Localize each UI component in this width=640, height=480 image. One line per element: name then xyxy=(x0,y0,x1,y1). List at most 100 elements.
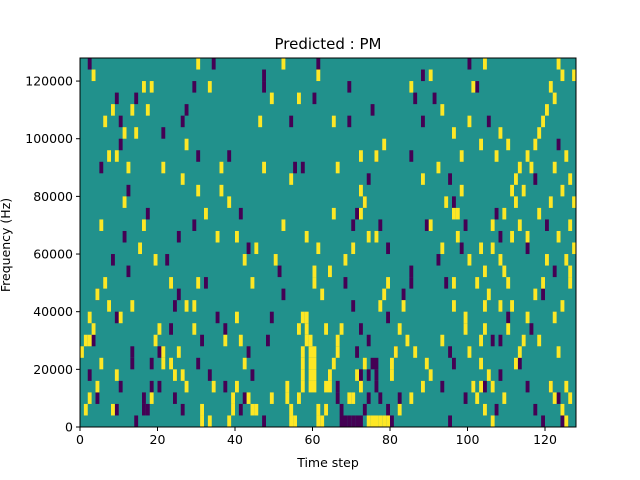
heatmap-cell-low xyxy=(452,196,456,208)
heatmap-cell-high xyxy=(436,161,441,174)
heatmap-cell-high xyxy=(568,392,573,404)
heatmap-cell-low xyxy=(142,403,146,416)
heatmap-cell-low xyxy=(316,58,321,70)
heatmap-cell-high xyxy=(467,346,472,358)
heatmap-cell-high xyxy=(498,300,503,312)
heatmap-cell-high xyxy=(273,254,278,266)
heatmap-cell-low xyxy=(421,115,425,128)
heatmap-cell-high xyxy=(382,415,387,427)
heatmap-cell-high xyxy=(242,357,247,370)
heatmap-cell-high xyxy=(479,380,483,393)
heatmap-cell-low xyxy=(386,403,390,416)
heatmap-cell-high xyxy=(560,184,565,197)
heatmap-cell-low xyxy=(486,115,491,128)
heatmap-cell-low xyxy=(556,138,561,151)
heatmap-cell-high xyxy=(99,219,104,231)
heatmap-cell-high xyxy=(126,161,131,174)
heatmap-cell-high xyxy=(533,288,538,301)
heatmap-cell-low xyxy=(506,311,511,324)
heatmap-cell-low xyxy=(339,415,344,427)
heatmap-cell-high xyxy=(83,334,88,347)
heatmap-cell-low xyxy=(114,403,119,416)
heatmap-cell-low xyxy=(161,127,166,139)
heatmap-cell-low xyxy=(525,242,530,255)
heatmap-cell-high xyxy=(235,311,239,324)
heatmap-cell-high xyxy=(285,392,290,404)
heatmap-cell-high xyxy=(196,58,201,70)
heatmap-cell-high xyxy=(207,81,212,93)
heatmap-cell-high xyxy=(335,161,340,174)
heatmap-cell-high xyxy=(483,300,487,312)
x-axis: 0 20 40 60 80 100 120 xyxy=(76,427,557,447)
heatmap-cell-high xyxy=(514,173,518,185)
heatmap-cell-low xyxy=(452,357,456,370)
heatmap-cell-low xyxy=(238,207,243,220)
heatmap-cell-high xyxy=(196,184,201,197)
heatmap-cell-low xyxy=(362,403,367,416)
heatmap-cell-high xyxy=(312,346,317,358)
heatmap-cell-high xyxy=(537,207,542,220)
heatmap-cell-high xyxy=(173,369,177,381)
heatmap-cell-low xyxy=(176,230,181,243)
heatmap-cell-high xyxy=(421,380,425,393)
heatmap-cell-high xyxy=(316,403,321,416)
heatmap-cell-high xyxy=(572,196,576,208)
heatmap-cell-high xyxy=(331,115,336,128)
heatmap-cell-low xyxy=(196,357,201,370)
heatmap-cell-high xyxy=(161,161,166,174)
heatmap-cell-high xyxy=(289,415,294,427)
heatmap-cell-high xyxy=(161,357,166,370)
heatmap-cell-high xyxy=(343,254,348,266)
heatmap-cell-high xyxy=(316,242,321,255)
heatmap-cell-high xyxy=(184,300,189,312)
heatmap-cell-low xyxy=(483,380,487,393)
heatmap-cell-high xyxy=(293,415,297,427)
heatmap-cell-high xyxy=(401,300,406,312)
heatmap-cell-high xyxy=(374,150,379,162)
heatmap-cell-high xyxy=(486,288,491,301)
heatmap-cell-high xyxy=(455,207,460,220)
heatmap-cell-high xyxy=(564,415,569,427)
heatmap-cell-high xyxy=(118,311,123,324)
heatmap-cell-low xyxy=(312,92,317,105)
x-tick-label: 0 xyxy=(76,432,84,447)
heatmap-cell-low xyxy=(192,219,197,231)
heatmap-cell-low xyxy=(463,219,468,231)
heatmap-cell-low xyxy=(118,380,123,393)
heatmap-cell-high xyxy=(254,242,259,255)
heatmap-cell-high xyxy=(351,392,356,404)
heatmap-cell-low xyxy=(130,357,135,370)
heatmap-cell-high xyxy=(300,357,305,370)
heatmap-cell-high xyxy=(463,323,468,335)
heatmap-cell-low xyxy=(91,334,96,347)
heatmap-cell-high xyxy=(204,207,208,220)
heatmap-cell-high xyxy=(304,334,309,347)
heatmap-cell-low xyxy=(366,392,371,404)
heatmap-cell-high xyxy=(103,115,108,128)
heatmap-cell-high xyxy=(300,346,305,358)
heatmap-cell-high xyxy=(207,415,212,427)
heatmap-cell-high xyxy=(483,323,487,335)
heatmap-cell-high xyxy=(235,380,239,393)
heatmap-cell-low xyxy=(246,346,251,358)
heatmap-cell-low xyxy=(448,346,452,358)
heatmap-cell-high xyxy=(289,173,294,185)
heatmap-cell-high xyxy=(483,58,487,70)
heatmap-cell-high xyxy=(114,369,119,381)
heatmap-cell-high xyxy=(304,311,309,324)
heatmap-cell-high xyxy=(223,334,228,347)
heatmap-cell-high xyxy=(80,346,84,358)
heatmap-cell-low xyxy=(545,219,549,231)
heatmap-cell-high xyxy=(231,392,235,404)
heatmap-cell-high xyxy=(219,161,224,174)
plot-area xyxy=(79,57,577,428)
heatmap-cell-high xyxy=(378,415,383,427)
heatmap-cell-high xyxy=(297,92,301,105)
heatmap-cell-high xyxy=(200,415,204,427)
heatmap-cell-low xyxy=(560,415,565,427)
heatmap-cell-low xyxy=(262,69,266,82)
heatmap-cell-high xyxy=(533,138,538,151)
heatmap-cell-low xyxy=(335,392,340,404)
heatmap-cell-high xyxy=(335,334,340,347)
y-tick-label: 40000 xyxy=(33,304,73,319)
